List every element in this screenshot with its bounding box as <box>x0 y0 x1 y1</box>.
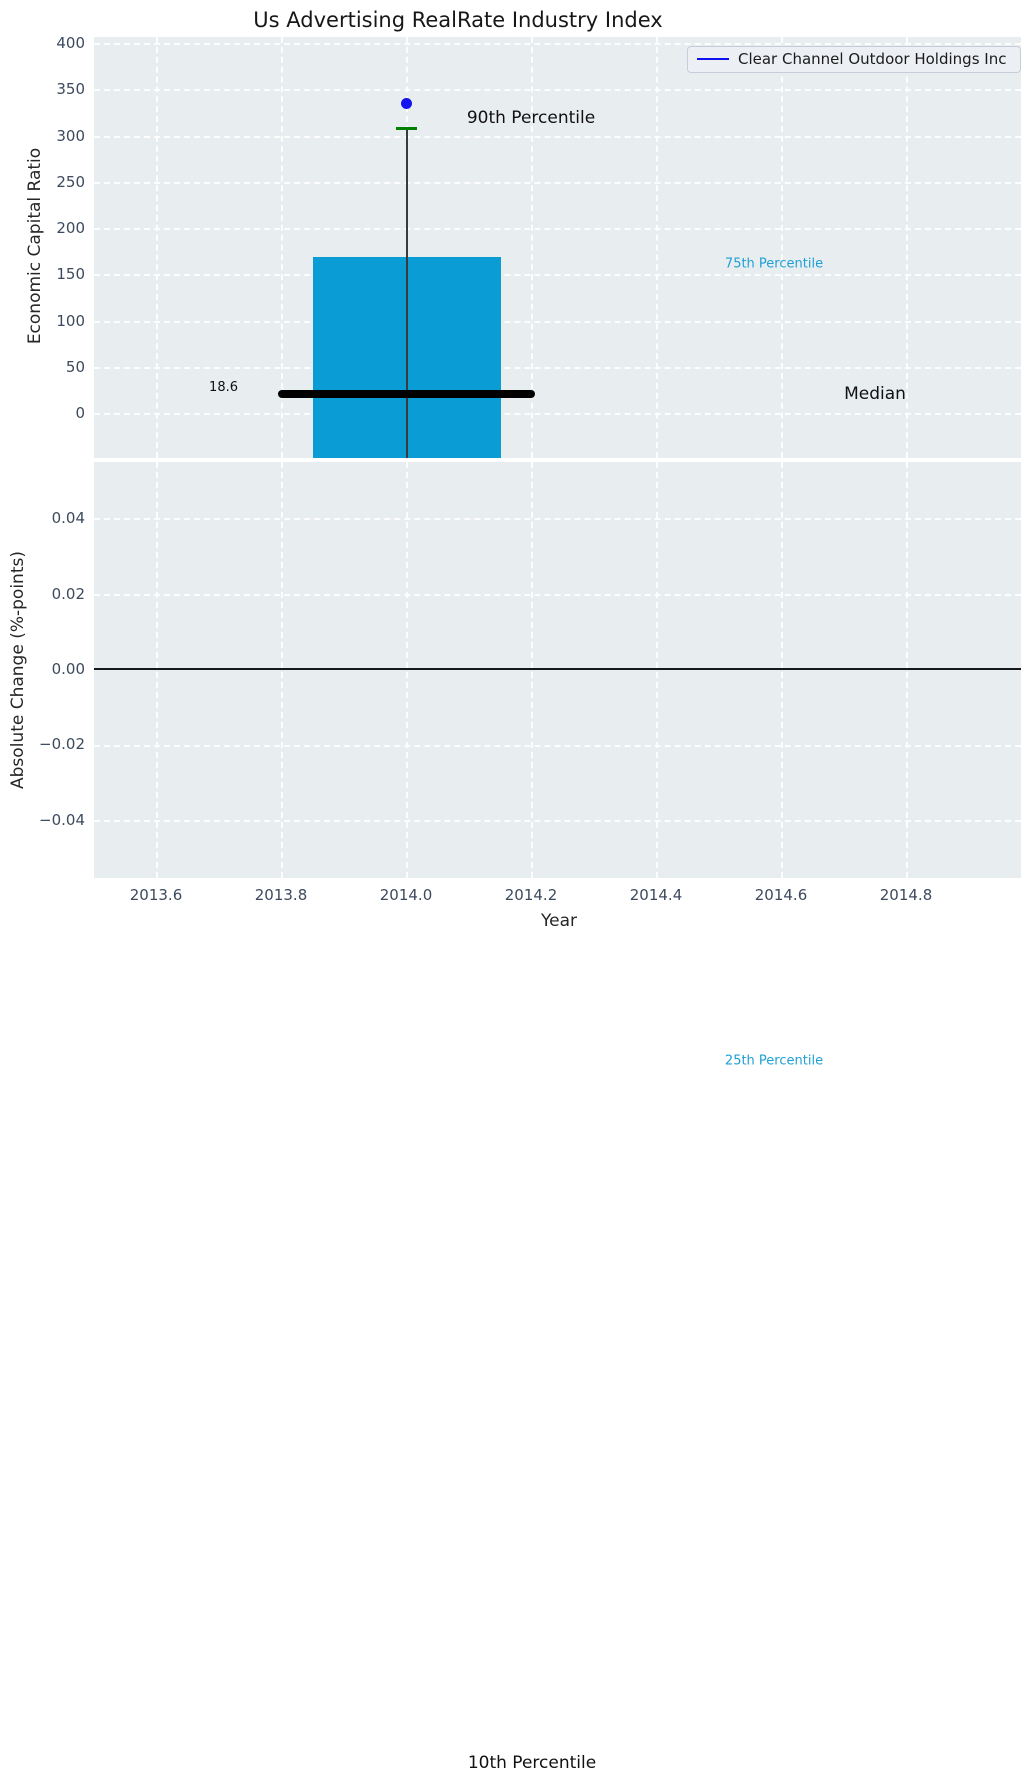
y-tick: 0.04 <box>51 509 85 527</box>
x-axis-label: Year <box>541 911 577 931</box>
gridline <box>94 228 1021 230</box>
gridline <box>94 518 1021 520</box>
company-data-point <box>401 98 412 109</box>
gridline <box>781 462 783 878</box>
gridline <box>906 462 908 878</box>
y-tick: 300 <box>56 127 85 145</box>
zero-reference-line <box>94 668 1021 670</box>
y-tick: 400 <box>56 34 85 52</box>
gridline <box>94 594 1021 596</box>
gridline <box>531 462 533 878</box>
y-tick: 0.00 <box>51 660 85 678</box>
gridline <box>94 321 1021 323</box>
boxplot-whisker <box>406 129 408 458</box>
gridline <box>406 462 408 878</box>
gridline <box>281 462 283 878</box>
x-tick: 2014.0 <box>379 886 433 904</box>
gridline <box>156 462 158 878</box>
top-axes: 18.6 90th Percentile 75th Percentile Med… <box>94 37 1021 458</box>
y-tick: 0 <box>75 404 85 422</box>
gridline <box>94 136 1021 138</box>
bottom-axes <box>94 462 1021 878</box>
y-tick: −0.04 <box>39 811 85 829</box>
x-tick: 2014.6 <box>754 886 808 904</box>
bottom-y-axis-label: Absolute Change (%-points) <box>8 551 28 789</box>
gridline <box>94 367 1021 369</box>
gridline <box>94 89 1021 91</box>
y-tick: 100 <box>56 312 85 330</box>
chart-title: Us Advertising RealRate Industry Index <box>253 8 663 32</box>
gridline <box>94 182 1021 184</box>
top-y-axis-label: Economic Capital Ratio <box>25 147 45 345</box>
gridline <box>656 462 658 878</box>
y-tick: 150 <box>56 265 85 283</box>
gridline <box>281 37 283 458</box>
y-tick: 0.02 <box>51 585 85 603</box>
y-tick: 50 <box>65 358 85 376</box>
boxplot-90th-percentile-cap <box>396 127 417 130</box>
p25-annotation: 25th Percentile <box>724 1053 824 1069</box>
y-tick: −0.02 <box>39 735 85 753</box>
x-tick: 2013.6 <box>129 886 183 904</box>
p10-annotation: 10th Percentile <box>467 1753 597 1773</box>
gridline <box>94 745 1021 747</box>
x-tick: 2014.4 <box>629 886 683 904</box>
gridline <box>781 37 783 458</box>
x-tick: 2013.8 <box>254 886 308 904</box>
x-tick: 2014.2 <box>504 886 558 904</box>
y-tick: 250 <box>56 173 85 191</box>
gridline <box>94 274 1021 276</box>
median-annotation: Median <box>844 384 906 404</box>
median-value-label: 18.6 <box>209 380 238 395</box>
legend: Clear Channel Outdoor Holdings Inc <box>687 46 1021 73</box>
legend-label: Clear Channel Outdoor Holdings Inc <box>738 50 1007 68</box>
p75-annotation: 75th Percentile <box>724 256 824 272</box>
gridline <box>94 820 1021 822</box>
gridline <box>94 43 1021 45</box>
boxplot-median-line <box>278 390 535 398</box>
x-tick: 2014.8 <box>879 886 933 904</box>
gridline <box>906 37 908 458</box>
gridline <box>94 413 1021 415</box>
y-tick: 200 <box>56 219 85 237</box>
gridline <box>531 37 533 458</box>
gridline <box>156 37 158 458</box>
gridline <box>656 37 658 458</box>
p90-annotation: 90th Percentile <box>466 108 596 128</box>
legend-line-swatch <box>697 58 729 61</box>
y-tick: 350 <box>56 80 85 98</box>
